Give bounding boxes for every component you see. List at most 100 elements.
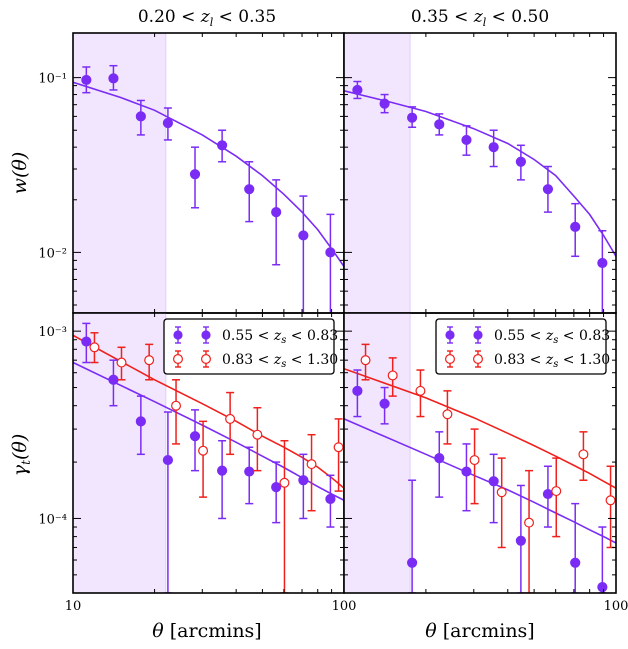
model-curve-2 xyxy=(344,367,616,489)
legend-marker xyxy=(445,330,455,340)
legend-marker-open xyxy=(445,354,456,365)
legend-label: 0.55 < zs < 0.83 xyxy=(222,328,338,346)
data-point-open xyxy=(551,486,562,497)
data-point xyxy=(461,134,472,146)
data-point xyxy=(325,247,336,258)
data-point xyxy=(81,336,92,347)
data-point-open xyxy=(306,459,317,470)
data-point xyxy=(352,385,363,396)
model-curve-1 xyxy=(344,418,616,544)
column-title-left: 0.20 < zl < 0.35 xyxy=(138,7,276,29)
y-tick-label: 10⁻² xyxy=(38,246,67,261)
panel-g-right: 100 0.55 < zs < 0.83 0.83 < zs < 1.30 xyxy=(343,312,628,614)
data-point-open xyxy=(442,409,453,420)
model-curve-1 xyxy=(344,90,616,257)
data-point xyxy=(189,431,201,442)
data-point xyxy=(162,454,174,466)
data-point xyxy=(597,582,608,593)
data-point xyxy=(81,74,92,86)
data-point-open xyxy=(605,495,616,506)
data-point xyxy=(217,465,228,476)
data-point xyxy=(488,476,499,487)
data-point xyxy=(488,142,499,153)
x-tick-label: 100 xyxy=(604,599,628,614)
data-point xyxy=(542,184,554,195)
y-tick-label: 10⁻³ xyxy=(38,325,67,340)
data-point xyxy=(597,257,608,269)
data-point xyxy=(461,466,472,477)
data-point-open xyxy=(116,357,127,368)
model-curve-1 xyxy=(73,81,344,267)
data-point-open xyxy=(524,517,535,528)
x-tick-label: 10 xyxy=(65,599,82,614)
legend: 0.55 < zs < 0.83 0.83 < zs < 1.30 xyxy=(435,318,610,375)
data-point xyxy=(217,140,228,151)
legend: 0.55 < zs < 0.83 0.83 < zs < 1.30 xyxy=(163,318,338,375)
data-point xyxy=(434,119,445,130)
data-point-open xyxy=(496,487,507,498)
data-point-open xyxy=(225,413,236,424)
data-point xyxy=(515,156,526,167)
y-tick-label: 10⁻⁴ xyxy=(38,512,67,527)
panel-g-left: 10⁻³ 10⁻⁴ 10 100 0.55 < zs < 0.83 0.83 < zs <… xyxy=(38,312,357,614)
column-title-right: 0.35 < zl < 0.50 xyxy=(411,7,549,29)
panel-plot-area xyxy=(73,313,344,593)
data-point-open xyxy=(144,355,155,366)
data-point-open xyxy=(252,429,263,440)
data-point-open xyxy=(333,442,344,453)
data-point xyxy=(407,112,418,123)
legend-label: 0.83 < zs < 1.30 xyxy=(222,352,338,370)
data-point-open xyxy=(198,445,209,456)
x-axis-title-right: θ [arcmins] xyxy=(425,620,534,642)
legend-marker xyxy=(473,330,483,340)
data-point xyxy=(271,207,282,218)
excluded-scale-band xyxy=(344,33,411,313)
data-point xyxy=(515,535,526,546)
panel-w-left: 10⁻¹ 10⁻² xyxy=(38,32,345,314)
legend-marker xyxy=(201,330,211,340)
panel-plot-area xyxy=(344,33,616,313)
data-point xyxy=(244,184,255,195)
data-point xyxy=(434,453,445,464)
data-point xyxy=(189,169,201,180)
data-point-open xyxy=(578,449,589,460)
panel-plot-area xyxy=(73,33,344,313)
data-point xyxy=(325,493,336,505)
legend-marker-open xyxy=(173,354,184,365)
data-point xyxy=(271,482,282,493)
x-tick-label: 100 xyxy=(332,599,357,614)
legend-label: 0.83 < zs < 1.30 xyxy=(494,352,610,370)
data-point xyxy=(298,230,309,241)
data-point-open xyxy=(387,370,398,381)
legend-marker-open xyxy=(201,354,212,365)
data-point xyxy=(407,557,418,568)
legend-label: 0.55 < zs < 0.83 xyxy=(494,328,610,346)
data-point xyxy=(162,117,174,129)
data-point-open xyxy=(279,477,290,488)
y-axis-title-bottom: γt(θ) xyxy=(9,434,33,476)
x-axis-title-left: θ [arcmins] xyxy=(152,620,261,642)
data-point xyxy=(379,98,390,109)
panel-plot-area xyxy=(344,313,616,593)
data-point xyxy=(352,84,363,96)
data-point xyxy=(379,398,390,409)
legend-marker-open xyxy=(473,354,484,365)
data-point-open xyxy=(360,355,371,366)
data-point-open xyxy=(415,385,426,396)
y-tick-label: 10⁻¹ xyxy=(38,72,67,87)
data-point xyxy=(298,475,309,486)
data-point xyxy=(108,73,119,84)
y-axis-title-top: w(θ) xyxy=(9,152,31,195)
data-point xyxy=(570,557,581,568)
data-point xyxy=(135,111,146,122)
excluded-scale-band xyxy=(344,313,411,593)
data-point-open xyxy=(89,342,100,353)
panel-w-right xyxy=(343,32,617,314)
data-point xyxy=(135,416,146,427)
data-point-open xyxy=(469,455,480,466)
data-point xyxy=(542,488,554,500)
legend-marker xyxy=(173,330,183,340)
model-curve-2 xyxy=(73,334,344,489)
data-point xyxy=(244,466,255,477)
